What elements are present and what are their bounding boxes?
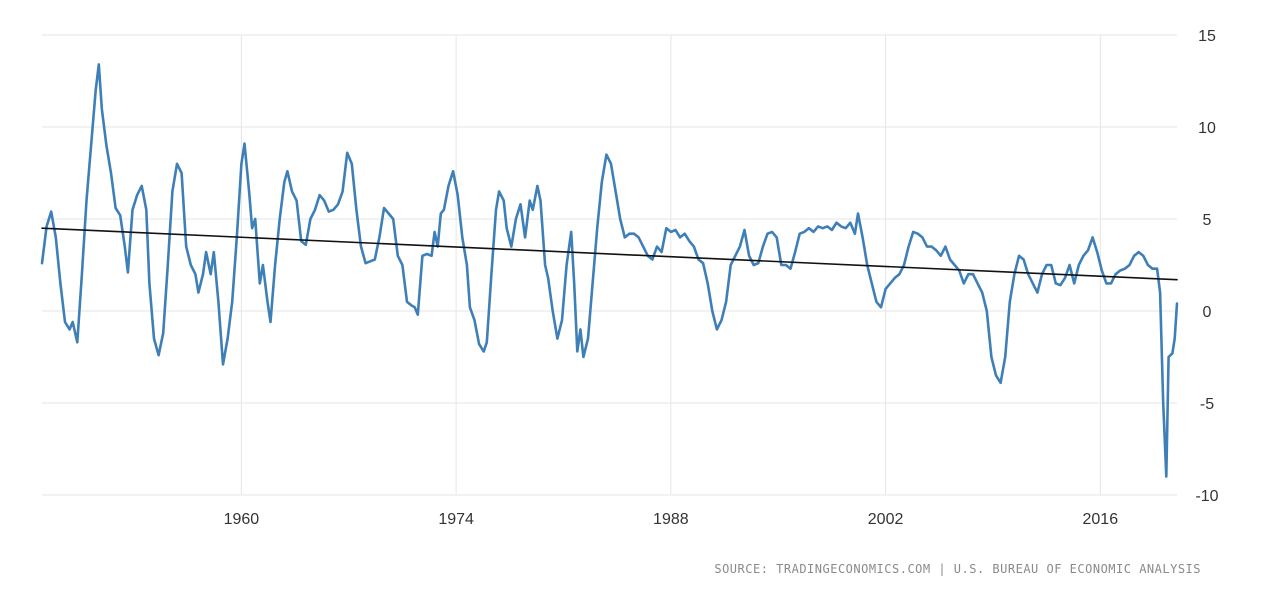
x-axis-labels: 1960 1974 1988 2002 2016: [224, 511, 1119, 528]
series-lines: [40, 63, 1179, 478]
x-tick-label: 1974: [438, 511, 474, 528]
y-tick-label: 10: [1198, 120, 1216, 137]
y-tick-label: -10: [1195, 488, 1218, 505]
x-tick-label: 2002: [868, 511, 904, 528]
y-tick-label: 15: [1198, 28, 1216, 45]
x-tick-label: 1960: [224, 511, 260, 528]
x-tick-label: 1988: [653, 511, 689, 528]
y-axis-labels: 15 10 5 0 -5 -10: [1195, 28, 1218, 505]
y-tick-label: 0: [1203, 304, 1212, 321]
source-annotation: SOURCE: TRADINGECONOMICS.COM | U.S. BURE…: [714, 562, 1201, 576]
y-tick-label: -5: [1200, 396, 1214, 413]
series-line-trend: [41, 227, 1178, 281]
series-line-main: [40, 63, 1179, 478]
y-tick-label: 5: [1203, 212, 1212, 229]
x-tick-label: 2016: [1083, 511, 1119, 528]
